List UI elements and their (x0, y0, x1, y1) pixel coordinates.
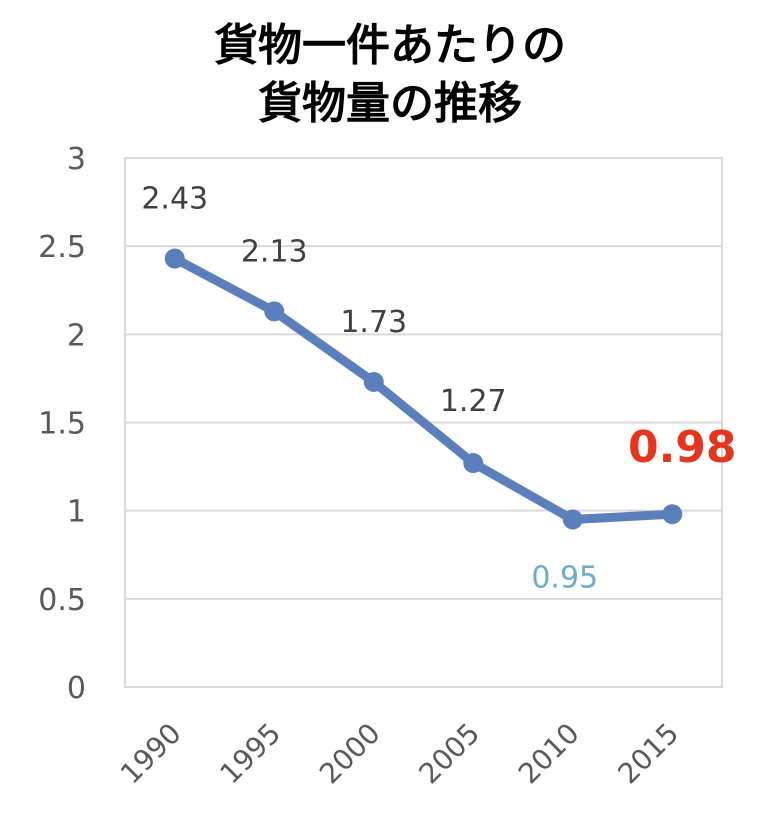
data-label: 0.98 (628, 422, 737, 473)
x-tick-label: 2015 (611, 717, 685, 791)
x-tick-label: 2010 (512, 717, 586, 791)
data-label: 1.27 (440, 384, 507, 419)
y-tick-label: 0.5 (38, 583, 86, 618)
data-label: 2.43 (141, 182, 208, 217)
y-axis-ticks: 0 0.5 1 1.5 2 2.5 3 (38, 142, 86, 706)
data-point-marker (562, 509, 583, 530)
chart-title-line-2: 貨物量の推移 (258, 78, 522, 129)
data-label: 0.95 (531, 560, 598, 595)
data-labels: 2.43 2.13 1.73 1.27 0.95 0.98 (141, 182, 736, 596)
data-label: 2.13 (241, 234, 308, 269)
y-tick-label: 3 (67, 142, 86, 177)
data-point-marker (463, 453, 484, 474)
data-point-marker (662, 504, 683, 525)
chart-title-line-1: 貨物一件あたりの (214, 20, 566, 71)
y-tick-label: 0 (67, 671, 86, 706)
x-tick-label: 2000 (313, 717, 387, 791)
y-tick-label: 1 (67, 495, 86, 530)
x-tick-label: 1995 (213, 717, 287, 791)
data-point-marker (363, 371, 384, 392)
plot-area-border (124, 157, 723, 688)
series-line (172, 254, 673, 524)
data-point-marker (164, 248, 185, 269)
x-axis-ticks: 1990 1995 2000 2005 2010 2015 (114, 717, 685, 791)
y-tick-label: 2 (67, 318, 86, 353)
y-tick-label: 2.5 (38, 230, 86, 265)
data-point-marker (264, 301, 285, 322)
y-tick-label: 1.5 (38, 407, 86, 442)
x-tick-label: 2005 (412, 717, 486, 791)
data-markers (164, 248, 683, 530)
data-label: 1.73 (340, 305, 407, 340)
x-tick-label: 1990 (114, 717, 188, 791)
